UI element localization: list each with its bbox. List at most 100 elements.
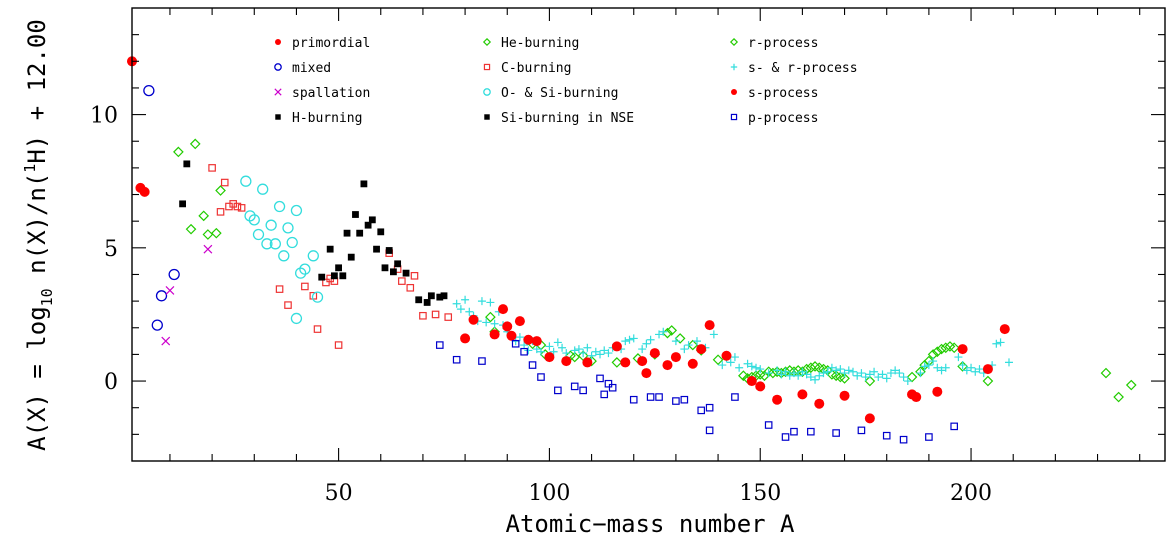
data-points [127, 56, 1137, 444]
data-point [569, 351, 581, 363]
data-point [798, 367, 807, 376]
data-point [857, 426, 866, 435]
data-point [233, 202, 242, 211]
data-point [244, 210, 256, 222]
data-point [611, 357, 623, 368]
data-point [704, 320, 715, 331]
data-point [834, 371, 846, 383]
data-point [861, 373, 870, 382]
data-point [743, 359, 752, 368]
data-point [313, 325, 322, 333]
data-point [461, 295, 470, 304]
legend-label: mixed [292, 61, 331, 76]
data-point [948, 342, 960, 354]
data-point [823, 367, 832, 376]
data-point [515, 333, 524, 342]
series-s-process [460, 304, 1010, 424]
data-point [958, 361, 967, 370]
data-point [514, 316, 525, 327]
series-o-si-burning [240, 175, 324, 325]
data-point [950, 422, 958, 431]
data-point [419, 311, 427, 320]
data-point [352, 211, 359, 218]
legend-label: He-burning [501, 36, 579, 51]
data-point [600, 390, 609, 399]
data-point [772, 394, 783, 405]
data-point [746, 376, 757, 387]
legend-item-spallation: spallation [274, 86, 370, 101]
data-point [1100, 367, 1112, 379]
legend-marker [274, 88, 282, 96]
data-point [240, 175, 252, 187]
data-point [528, 361, 537, 369]
data-point [797, 366, 808, 378]
data-point [155, 290, 168, 302]
data-point [364, 221, 372, 229]
legend-marker [274, 63, 282, 71]
data-point [781, 367, 790, 376]
data-point [275, 285, 284, 293]
data-point [544, 352, 555, 363]
data-point [638, 345, 647, 354]
data-point [532, 345, 541, 354]
data-point [687, 339, 699, 351]
legend-marker [275, 114, 281, 120]
legend-label: s-process [748, 86, 818, 101]
data-point [452, 355, 461, 364]
data-point [931, 346, 943, 358]
data-point [237, 204, 246, 212]
data-point [687, 358, 698, 369]
data-point [185, 223, 197, 235]
data-point [718, 361, 727, 370]
data-point [335, 264, 342, 272]
data-point [402, 269, 410, 277]
data-point [587, 351, 596, 360]
data-point [659, 327, 668, 336]
data-point [611, 341, 622, 352]
data-point [999, 324, 1010, 335]
data-point [208, 164, 216, 172]
data-point [436, 293, 444, 301]
data-point [381, 264, 389, 272]
data-point [248, 214, 260, 226]
data-point [168, 268, 180, 281]
data-point [848, 367, 857, 376]
data-point [406, 283, 415, 292]
data-point [203, 244, 213, 254]
data-point [257, 183, 269, 195]
data-point [954, 353, 963, 362]
data-point [579, 349, 588, 358]
data-point [666, 325, 678, 336]
data-point [368, 216, 376, 224]
data-point [600, 346, 609, 355]
legend-label: Si-burning in NSE [501, 111, 634, 126]
data-point [423, 299, 431, 306]
data-point [832, 429, 840, 437]
data-point [646, 393, 655, 401]
y-axis-label: A(X) = log10 n(X)/n(1H) + 12.00 [21, 19, 56, 451]
data-point [356, 229, 364, 237]
data-point [570, 382, 579, 391]
legend-item-h-burning: H-burning [275, 111, 362, 126]
data-point [252, 228, 265, 241]
data-point [944, 341, 956, 352]
data-point [307, 250, 319, 262]
data-point [216, 208, 225, 216]
data-point [482, 318, 491, 327]
series-c-burning [208, 164, 453, 349]
x-tick-label: 50 [325, 481, 353, 506]
x-tick-label: 100 [528, 481, 570, 506]
data-point [967, 363, 976, 372]
data-point [502, 321, 513, 332]
data-point [202, 229, 214, 240]
data-point [637, 356, 648, 367]
data-point [582, 357, 593, 368]
data-point [819, 369, 828, 378]
data-point [311, 291, 324, 303]
data-point [377, 228, 385, 236]
data-point [655, 330, 664, 339]
data-point [604, 379, 613, 388]
legend-item-primordial: primordial [275, 36, 370, 51]
data-point [844, 366, 853, 375]
data-point [642, 339, 651, 348]
